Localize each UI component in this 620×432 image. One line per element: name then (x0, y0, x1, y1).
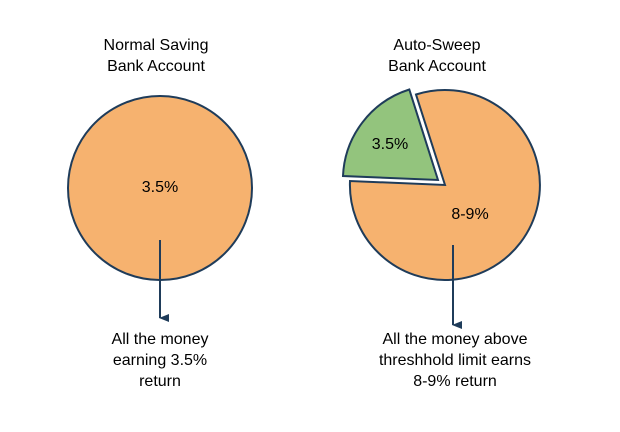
panel-title: Bank Account (107, 58, 205, 75)
panel-title: Auto-Sweep (393, 37, 480, 54)
slice-label: 3.5% (372, 136, 408, 153)
caption: return (139, 373, 181, 390)
panel-title: Normal Saving (104, 37, 209, 54)
caption: All the money above (383, 331, 528, 348)
slice-label: 3.5% (142, 179, 178, 196)
pie-slice-exploded (341, 88, 440, 182)
caption: earning 3.5% (113, 352, 207, 369)
caption: 8-9% return (413, 373, 497, 390)
caption: threshhold limit earns (379, 352, 531, 369)
panel-title: Bank Account (388, 58, 486, 75)
caption: All the money (112, 331, 209, 348)
slice-label: 8-9% (451, 206, 488, 223)
pie-slice (348, 89, 541, 281)
